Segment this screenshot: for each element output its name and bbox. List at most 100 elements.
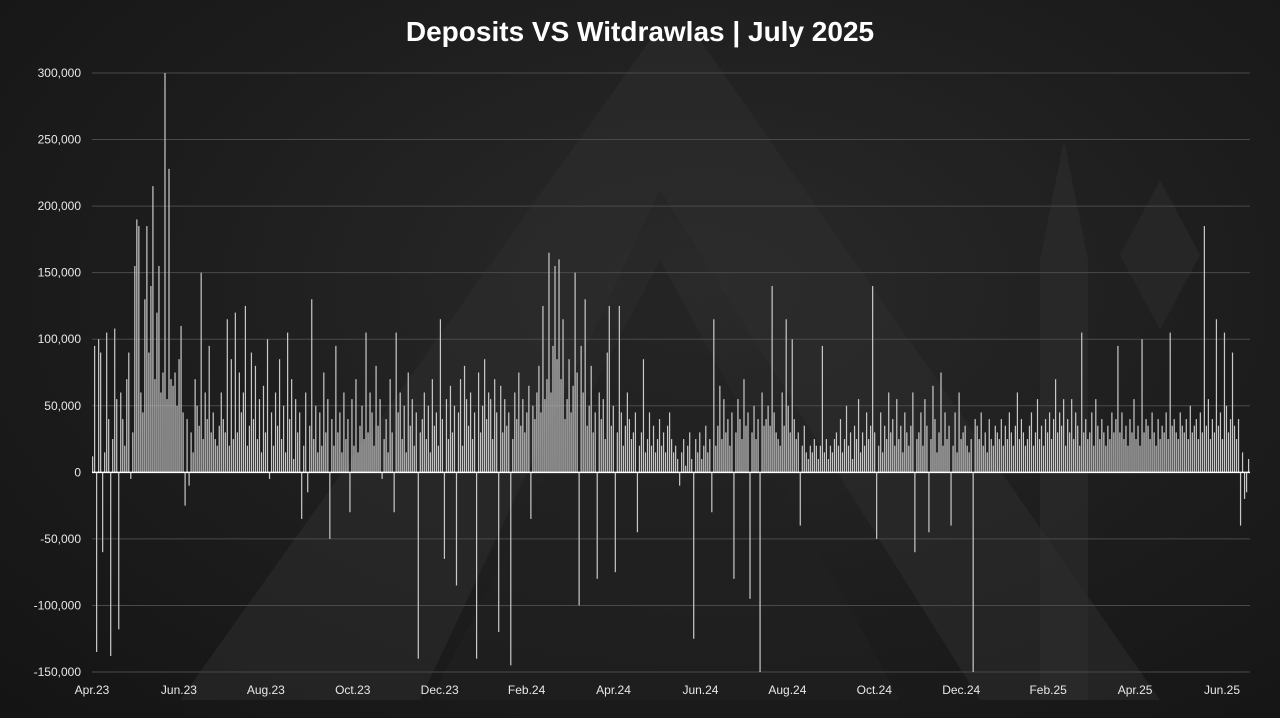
bar	[884, 425, 886, 473]
bar	[618, 305, 620, 473]
bar	[1042, 445, 1045, 473]
bar	[128, 352, 130, 473]
bar	[262, 385, 265, 473]
bar	[333, 445, 335, 473]
bar	[475, 472, 478, 659]
bar	[586, 425, 588, 473]
bar	[413, 445, 415, 473]
bar	[1149, 439, 1151, 473]
bar	[731, 412, 733, 473]
bar	[1215, 319, 1218, 473]
bar	[1243, 472, 1246, 499]
bar	[1073, 439, 1075, 473]
bar	[1175, 432, 1177, 473]
bar	[1097, 425, 1099, 473]
bar	[246, 445, 249, 473]
bar	[1077, 425, 1079, 473]
bar	[749, 472, 751, 599]
bar	[287, 332, 289, 473]
bar	[689, 432, 691, 473]
bar	[451, 432, 454, 473]
bar	[1167, 439, 1169, 473]
bar	[1245, 472, 1248, 493]
bar	[1050, 439, 1053, 473]
bar	[681, 452, 683, 473]
bar	[636, 472, 639, 533]
bar	[1123, 439, 1125, 473]
bar	[554, 266, 556, 473]
bar	[206, 419, 208, 473]
x-tick-label: Jun.25	[1204, 683, 1240, 697]
bar	[793, 419, 795, 473]
bar	[126, 379, 128, 473]
bar	[870, 425, 872, 473]
bar	[861, 432, 864, 473]
bar	[747, 412, 749, 473]
bar	[1063, 399, 1065, 473]
bar	[130, 472, 132, 479]
bar	[1171, 425, 1173, 473]
bar	[1247, 459, 1250, 473]
bar	[741, 439, 743, 473]
bar	[435, 412, 437, 473]
bar	[1069, 432, 1071, 473]
bar	[771, 285, 773, 473]
bar	[1103, 432, 1105, 473]
bar	[224, 432, 226, 473]
bar	[532, 405, 534, 473]
bar	[1193, 425, 1195, 473]
bar	[427, 405, 429, 473]
bar	[353, 445, 355, 473]
bar	[425, 439, 427, 473]
bar	[769, 425, 771, 473]
bar	[912, 392, 914, 473]
bar	[182, 412, 184, 473]
bar	[502, 432, 504, 473]
bar	[369, 392, 371, 473]
bar	[170, 379, 172, 473]
bar	[1195, 419, 1197, 473]
bar	[956, 452, 958, 473]
bar	[200, 272, 202, 473]
bar	[204, 392, 206, 473]
bar	[1183, 432, 1185, 473]
bar	[1205, 425, 1207, 473]
bar	[186, 419, 188, 473]
bar	[773, 412, 775, 473]
bar	[268, 472, 271, 479]
y-axis-ticks: 300,000 250,000 200,000 150,000 100,000 50,00…	[34, 66, 82, 679]
bar	[228, 445, 230, 473]
bar	[363, 439, 365, 473]
x-tick-label: Jun.23	[161, 683, 197, 697]
bar	[666, 425, 669, 473]
bar	[234, 312, 236, 473]
bar	[92, 456, 94, 473]
bar	[823, 452, 825, 473]
bar	[1237, 419, 1240, 473]
bars	[92, 73, 1250, 672]
bar	[276, 425, 279, 473]
bar	[429, 452, 431, 473]
bar	[1026, 439, 1029, 473]
bar	[1217, 425, 1220, 473]
bar	[646, 439, 649, 473]
bar	[701, 459, 703, 473]
bar	[216, 445, 218, 473]
bar	[634, 412, 637, 473]
bar	[811, 452, 813, 473]
bar	[548, 252, 550, 473]
bar	[845, 405, 848, 473]
bar	[970, 439, 972, 473]
bar	[453, 405, 456, 473]
bar	[1119, 432, 1121, 473]
bar	[188, 472, 190, 486]
bar	[638, 445, 641, 473]
bar	[851, 459, 854, 473]
bar	[691, 459, 693, 473]
bar	[751, 432, 753, 473]
bar	[256, 439, 259, 473]
bar	[602, 399, 604, 473]
bar	[482, 405, 484, 473]
bar	[431, 379, 433, 473]
bar	[807, 459, 809, 473]
